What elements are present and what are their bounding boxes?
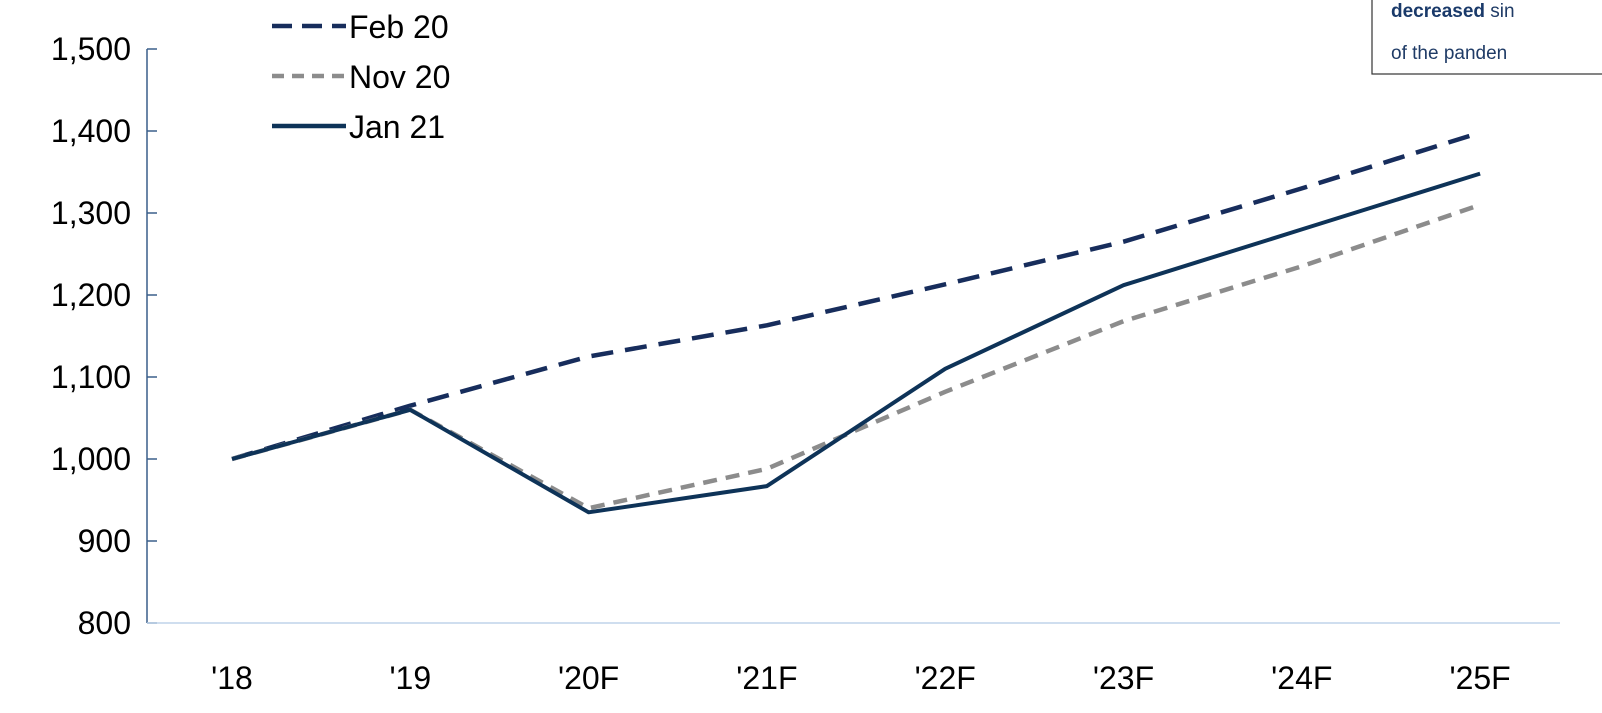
legend: Feb 20 Nov 20 Jan 21: [272, 9, 450, 145]
annotation-frame: [1371, 0, 1602, 75]
x-tick-label: '20F: [558, 660, 619, 696]
y-tick-label: 1,000: [51, 441, 131, 477]
annotation-line-1: decreased sin: [1391, 1, 1515, 22]
y-tick-label: 1,400: [51, 113, 131, 149]
y-tick-label: 1,300: [51, 195, 131, 231]
x-tick-label: '23F: [1093, 660, 1154, 696]
legend-label: Feb 20: [349, 9, 449, 45]
y-tick-label: 1,500: [51, 31, 131, 67]
x-tick-label: '22F: [915, 660, 976, 696]
y-tick-label: 800: [78, 605, 131, 641]
x-tick-label: '18: [211, 660, 253, 696]
series-line-feb-20: [231, 130, 1481, 462]
y-axis: 800 900 1,000 1,100 1,200 1,300 1,400 1,500: [51, 31, 157, 641]
x-tick-label: '21F: [736, 660, 797, 696]
x-tick-label: '19: [389, 660, 431, 696]
legend-label: Jan 21: [349, 109, 445, 145]
annotation-line-1-rest: sin: [1485, 1, 1515, 22]
series-lines: [231, 130, 1481, 515]
y-tick-label: 1,100: [51, 359, 131, 395]
annotation-bold-text: decreased: [1391, 1, 1485, 22]
x-axis: '18 '19 '20F '21F '22F '23F '24F '25F: [147, 622, 1560, 696]
y-tick-label: 900: [78, 523, 131, 559]
y-tick-label: 1,200: [51, 277, 131, 313]
x-tick-label: '25F: [1449, 660, 1510, 696]
legend-label: Nov 20: [349, 59, 450, 95]
annotation-box: decreased sin of the panden: [1371, 0, 1602, 75]
annotation-line-2: of the panden: [1391, 43, 1507, 64]
series-line-nov-20: [231, 202, 1481, 511]
x-tick-label: '24F: [1271, 660, 1332, 696]
series-line-jan-21: [231, 171, 1481, 515]
